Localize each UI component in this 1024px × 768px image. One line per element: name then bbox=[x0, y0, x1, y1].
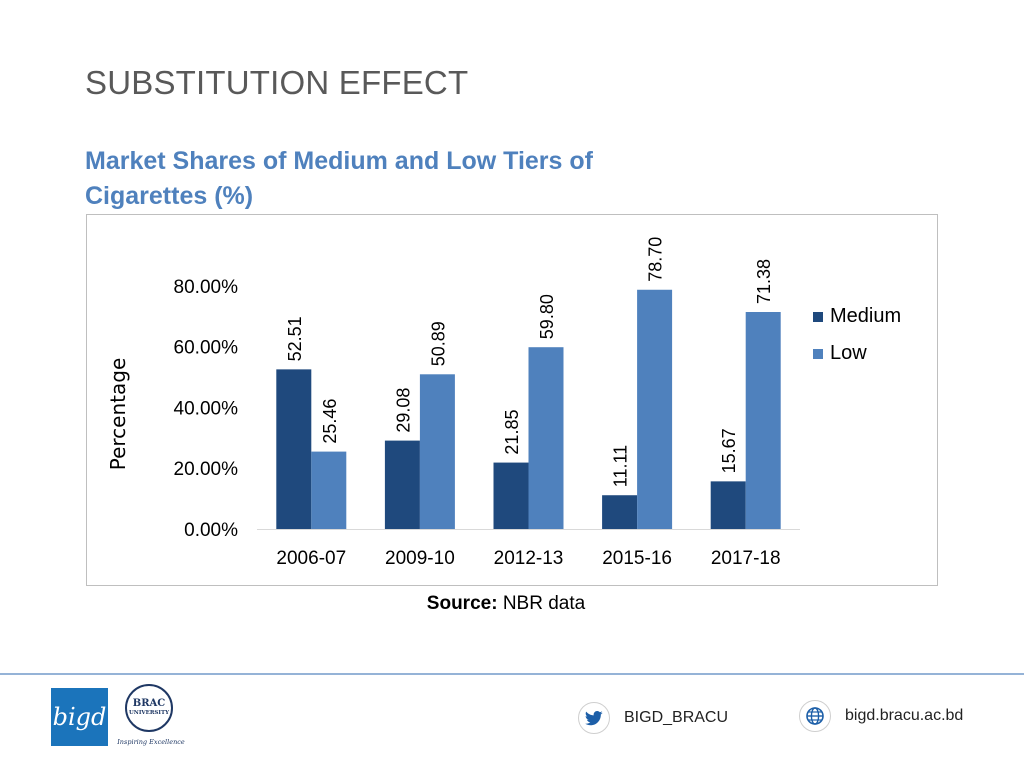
source-label: Source: bbox=[426, 593, 498, 614]
brac-tagline: Inspiring Excellence bbox=[117, 738, 185, 746]
chart-heading: Market Shares of Medium and Low Tiers of… bbox=[85, 147, 593, 210]
bar-medium bbox=[602, 495, 638, 529]
y-tick-label: 80.00% bbox=[174, 277, 239, 298]
y-axis-title: Percentage bbox=[106, 358, 130, 471]
data-label: 71.38 bbox=[754, 259, 774, 304]
legend-swatch-medium bbox=[813, 312, 823, 322]
x-tick-label: 2012-13 bbox=[494, 548, 564, 569]
globe-icon[interactable] bbox=[799, 700, 831, 732]
twitter-link[interactable]: BIGD_BRACU bbox=[578, 702, 728, 734]
data-label: 52.51 bbox=[285, 316, 305, 361]
data-label: 15.67 bbox=[719, 428, 739, 473]
source-note: Source: NBR data bbox=[0, 593, 1012, 615]
legend-label-low: Low bbox=[830, 342, 867, 364]
source-value: NBR data bbox=[502, 593, 586, 614]
data-label: 59.80 bbox=[537, 294, 557, 339]
chart-frame: 0.00% 20.00% 40.00% 60.00% 80.00% Percentage 5… bbox=[86, 214, 938, 586]
legend-label-medium: Medium bbox=[830, 305, 901, 327]
bar-low bbox=[311, 451, 347, 529]
y-tick-label: 60.00% bbox=[174, 338, 239, 359]
brac-seal: BRAC UNIVERSITY bbox=[125, 684, 173, 732]
website-link[interactable]: bigd.bracu.ac.bd bbox=[799, 700, 963, 732]
data-label: 21.85 bbox=[502, 410, 522, 455]
x-tick-label: 2015-16 bbox=[602, 548, 672, 569]
bar-medium bbox=[384, 440, 420, 529]
slide-title: SUBSTITUTION EFFECT bbox=[85, 64, 469, 101]
y-tick-label: 20.00% bbox=[174, 459, 239, 480]
data-label: 29.08 bbox=[393, 388, 413, 433]
bar-low bbox=[745, 312, 781, 529]
bar-low bbox=[528, 347, 564, 529]
y-tick-label: 40.00% bbox=[174, 398, 239, 419]
data-label: 50.89 bbox=[428, 321, 448, 366]
bigd-logo: bigd bbox=[51, 688, 108, 746]
bar-medium bbox=[493, 462, 529, 529]
bar-low bbox=[637, 289, 673, 529]
x-tick-label: 2009-10 bbox=[385, 548, 455, 569]
brac-name-line1: BRAC bbox=[132, 698, 166, 709]
bigd-logo-text: bigd bbox=[52, 703, 107, 731]
x-tick-label: 2006-07 bbox=[276, 548, 346, 569]
bar-chart: 0.00% 20.00% 40.00% 60.00% 80.00% Percentage 5… bbox=[106, 237, 901, 569]
data-label: 11.11 bbox=[611, 445, 631, 487]
y-tick-label: 0.00% bbox=[184, 520, 238, 541]
brac-university-logo: BRAC UNIVERSITY Inspiring Excellence bbox=[115, 684, 187, 750]
bar-medium bbox=[276, 369, 312, 529]
website-url[interactable]: bigd.bracu.ac.bd bbox=[845, 707, 964, 724]
twitter-handle[interactable]: BIGD_BRACU bbox=[624, 709, 729, 726]
bar-low bbox=[419, 374, 455, 529]
legend-swatch-low bbox=[813, 349, 823, 359]
data-label: 78.70 bbox=[646, 237, 666, 282]
brac-name-line2: UNIVERSITY bbox=[129, 710, 169, 716]
twitter-icon[interactable] bbox=[578, 702, 610, 734]
data-label: 25.46 bbox=[320, 399, 340, 444]
bar-medium bbox=[710, 481, 746, 529]
x-tick-label: 2017-18 bbox=[711, 548, 781, 569]
footer-divider bbox=[0, 673, 1024, 675]
